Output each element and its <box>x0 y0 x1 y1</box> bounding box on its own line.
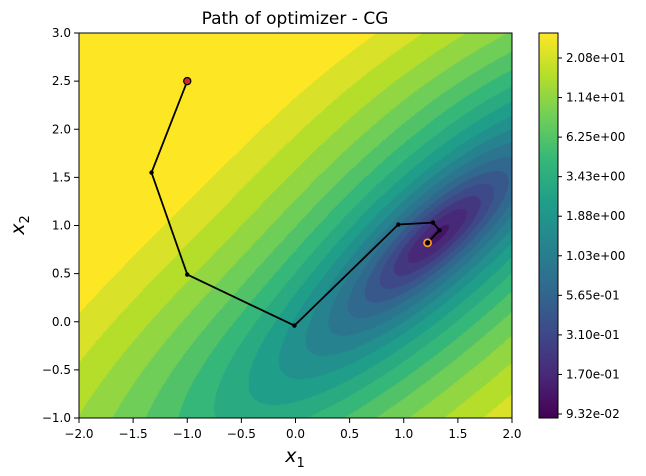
x-tick-label: −1.0 <box>173 427 202 441</box>
colorbar-tick-label: 1.70e-01 <box>566 367 620 381</box>
colorbar-tick-label: 2.08e+01 <box>566 51 625 65</box>
chart-title: Path of optimizer - CG <box>202 9 389 29</box>
colorbar-tick-label: 1.14e+01 <box>566 91 625 105</box>
x-tick-label: −2.0 <box>64 427 93 441</box>
colorbar: 9.32e-02 1.70e-01 3.10e-01 5.65e-01 1.03e+00… <box>538 32 625 421</box>
y-tick-label: −0.5 <box>42 363 71 377</box>
y-tick-label: 1.0 <box>52 219 71 233</box>
path-point-6 <box>437 228 442 233</box>
colorbar-tick-label: 3.43e+00 <box>566 170 625 184</box>
x-tick-label: 0.5 <box>340 427 359 441</box>
colorbar-tick-label: 1.03e+00 <box>566 249 625 263</box>
path-point-2 <box>185 272 190 277</box>
x-tick-label: 0.0 <box>286 427 305 441</box>
contour-field <box>79 33 512 418</box>
y-axis: −1.0 −0.5 0.0 0.5 1.0 1.5 2.0 2.5 3.0 <box>42 26 79 425</box>
x-axis-label: x1 <box>284 445 305 471</box>
x-axis: −2.0 −1.5 −1.0 −0.5 0.0 0.5 1.0 1.5 2.0 <box>64 418 522 441</box>
colorbar-ticks: 9.32e-02 1.70e-01 3.10e-01 5.65e-01 1.03e+00… <box>558 51 625 421</box>
x-axis-label-base: x <box>284 445 297 467</box>
y-tick-label: −1.0 <box>42 411 71 425</box>
x-tick-label: 1.5 <box>448 427 467 441</box>
y-tick-label: 3.0 <box>52 26 71 40</box>
colorbar-tick-label: 9.32e-02 <box>566 407 620 421</box>
y-tick-label: 0.0 <box>52 315 71 329</box>
x-tick-label: −1.5 <box>119 427 148 441</box>
colorbar-tick-label: 3.10e-01 <box>566 328 620 342</box>
path-point-4 <box>396 222 401 227</box>
start-point-marker <box>183 76 192 86</box>
y-axis-label-sub: 2 <box>18 215 33 223</box>
x-tick-label: 1.0 <box>394 427 413 441</box>
x-tick-label: −0.5 <box>227 427 256 441</box>
path-point-7 <box>425 240 430 246</box>
colorbar-tick-label: 6.25e+00 <box>566 130 625 144</box>
path-point-1 <box>149 170 154 175</box>
plot-area <box>78 32 513 419</box>
x-tick-label: 2.0 <box>502 427 521 441</box>
colorbar-gradient <box>538 32 559 419</box>
x-axis-label-sub: 1 <box>296 456 304 471</box>
path-point-3 <box>292 323 297 328</box>
y-tick-label: 2.5 <box>52 74 71 88</box>
colorbar-tick-label: 1.88e+00 <box>566 209 625 223</box>
path-point-5 <box>430 220 436 225</box>
end-point-marker <box>423 238 432 248</box>
y-tick-label: 2.0 <box>52 122 71 136</box>
y-axis-label-base: x <box>7 223 29 236</box>
colorbar-tick-label: 5.65e-01 <box>566 288 620 302</box>
y-axis-label: x2 <box>7 215 33 236</box>
optimizer-path-layer <box>149 76 442 328</box>
y-tick-label: 1.5 <box>52 170 71 184</box>
y-tick-label: 0.5 <box>52 267 71 281</box>
